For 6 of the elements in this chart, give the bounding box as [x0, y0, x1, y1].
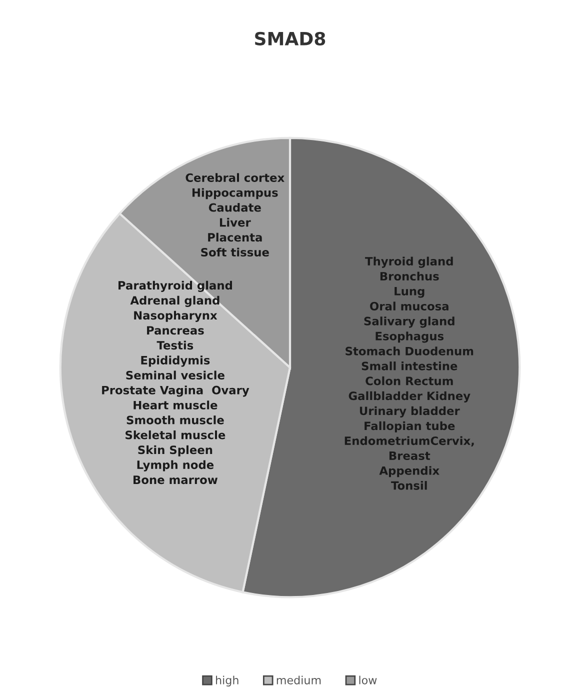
legend-label: medium [276, 676, 321, 684]
text: Cerebral cortex Hippocampus Caudate Liver Placenta Soft tissue [186, 173, 284, 257]
chart-title: SMAD8 [255, 32, 326, 46]
legend-label: low [359, 676, 377, 684]
legend-label: high [216, 676, 238, 686]
text: Thyroid gland Bronchus Lung Oral mucosa Salivary gland Esophagus Stomach Duodenum Small intestine Colon Rectum Gallbladder Kidney Urinary bladder Fallopian tube EndometriumCervix, Breast Appendix Tonsil [344, 256, 474, 490]
